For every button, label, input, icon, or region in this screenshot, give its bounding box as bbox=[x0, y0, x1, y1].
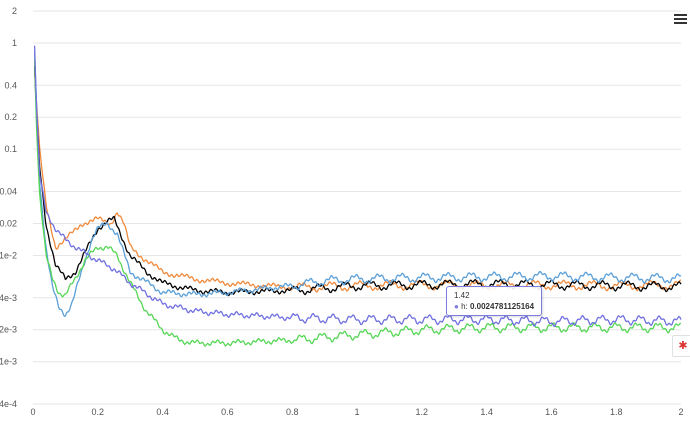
y-tick-label: 4e-3 bbox=[0, 293, 17, 303]
tooltip-x-label: 1.42 bbox=[454, 291, 470, 300]
x-tick-label: 0.8 bbox=[286, 407, 299, 417]
tooltip-value: 0.0024781125164 bbox=[469, 302, 535, 311]
series-line bbox=[33, 73, 682, 293]
series-line bbox=[33, 65, 682, 297]
x-tick-label: 1 bbox=[354, 407, 359, 417]
x-tick-label: 0.4 bbox=[156, 407, 169, 417]
x-tick-label: 1.2 bbox=[416, 407, 429, 417]
y-tick-label: 4e-4 bbox=[0, 399, 17, 409]
x-tick-label: 2 bbox=[678, 407, 683, 417]
y-tick-label: 1 bbox=[12, 38, 17, 48]
data-tooltip: 1.42 ● h: 0.0024781125164 bbox=[446, 286, 543, 316]
y-axis-ticks: 2 1 0.4 0.2 0.1 0.04 0.02 1e-2 4e-3 2e-3 1e-3 4e-4 bbox=[0, 6, 17, 409]
grid bbox=[33, 10, 681, 405]
x-tick-label: 0.6 bbox=[221, 407, 234, 417]
x-tick-label: 0 bbox=[30, 407, 35, 417]
bug-icon[interactable]: ✱ bbox=[672, 335, 690, 357]
tooltip-value-row: ● h: 0.0024781125164 bbox=[454, 302, 535, 311]
y-tick-label: 1e-2 bbox=[0, 250, 17, 260]
x-tick-label: 1.6 bbox=[545, 407, 558, 417]
x-tick-label: 1.8 bbox=[610, 407, 623, 417]
tooltip-series-dot-icon: ● bbox=[454, 302, 459, 311]
y-tick-label: 0.1 bbox=[4, 144, 17, 154]
x-tick-label: 0.2 bbox=[92, 407, 105, 417]
y-tick-label: 0.4 bbox=[4, 80, 17, 90]
y-tick-label: 2e-3 bbox=[0, 325, 17, 335]
series-line bbox=[33, 45, 682, 328]
x-axis-ticks: 0 0.2 0.4 0.6 0.8 1 1.2 1.4 1.6 1.8 2 bbox=[30, 407, 683, 417]
tooltip-series-name: h bbox=[461, 302, 466, 311]
series-group bbox=[33, 45, 682, 347]
x-tick-label: 1.4 bbox=[480, 407, 493, 417]
y-tick-label: 0.04 bbox=[0, 187, 17, 197]
y-tick-label: 0.02 bbox=[0, 218, 17, 228]
y-tick-label: 1e-3 bbox=[0, 357, 17, 367]
series-line bbox=[33, 52, 682, 317]
y-tick-label: 2 bbox=[12, 6, 17, 16]
series-line bbox=[33, 58, 682, 347]
y-tick-label: 0.2 bbox=[4, 112, 17, 122]
hamburger-menu-icon[interactable] bbox=[674, 14, 687, 24]
